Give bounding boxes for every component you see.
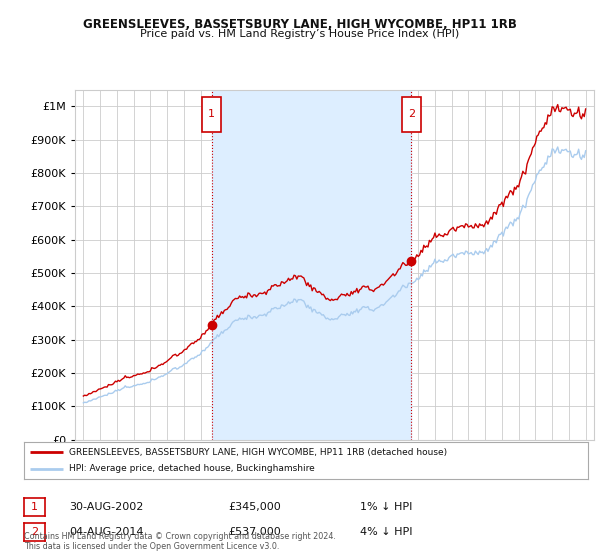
Text: 1: 1: [31, 502, 38, 512]
FancyBboxPatch shape: [402, 97, 421, 132]
Text: GREENSLEEVES, BASSETSBURY LANE, HIGH WYCOMBE, HP11 1RB: GREENSLEEVES, BASSETSBURY LANE, HIGH WYC…: [83, 18, 517, 31]
Text: Contains HM Land Registry data © Crown copyright and database right 2024.
This d: Contains HM Land Registry data © Crown c…: [24, 531, 336, 551]
Text: £345,000: £345,000: [228, 502, 281, 512]
Text: 30-AUG-2002: 30-AUG-2002: [69, 502, 143, 512]
Text: £537,000: £537,000: [228, 527, 281, 537]
Text: 04-AUG-2014: 04-AUG-2014: [69, 527, 143, 537]
Text: Price paid vs. HM Land Registry’s House Price Index (HPI): Price paid vs. HM Land Registry’s House …: [140, 29, 460, 39]
Text: GREENSLEEVES, BASSETSBURY LANE, HIGH WYCOMBE, HP11 1RB (detached house): GREENSLEEVES, BASSETSBURY LANE, HIGH WYC…: [69, 448, 447, 457]
FancyBboxPatch shape: [202, 97, 221, 132]
Text: 4% ↓ HPI: 4% ↓ HPI: [360, 527, 413, 537]
Text: 2: 2: [31, 527, 38, 537]
Text: HPI: Average price, detached house, Buckinghamshire: HPI: Average price, detached house, Buck…: [69, 464, 315, 473]
Text: 1% ↓ HPI: 1% ↓ HPI: [360, 502, 412, 512]
Text: 2: 2: [408, 109, 415, 119]
Bar: [212, 90, 412, 440]
Text: 1: 1: [208, 109, 215, 119]
